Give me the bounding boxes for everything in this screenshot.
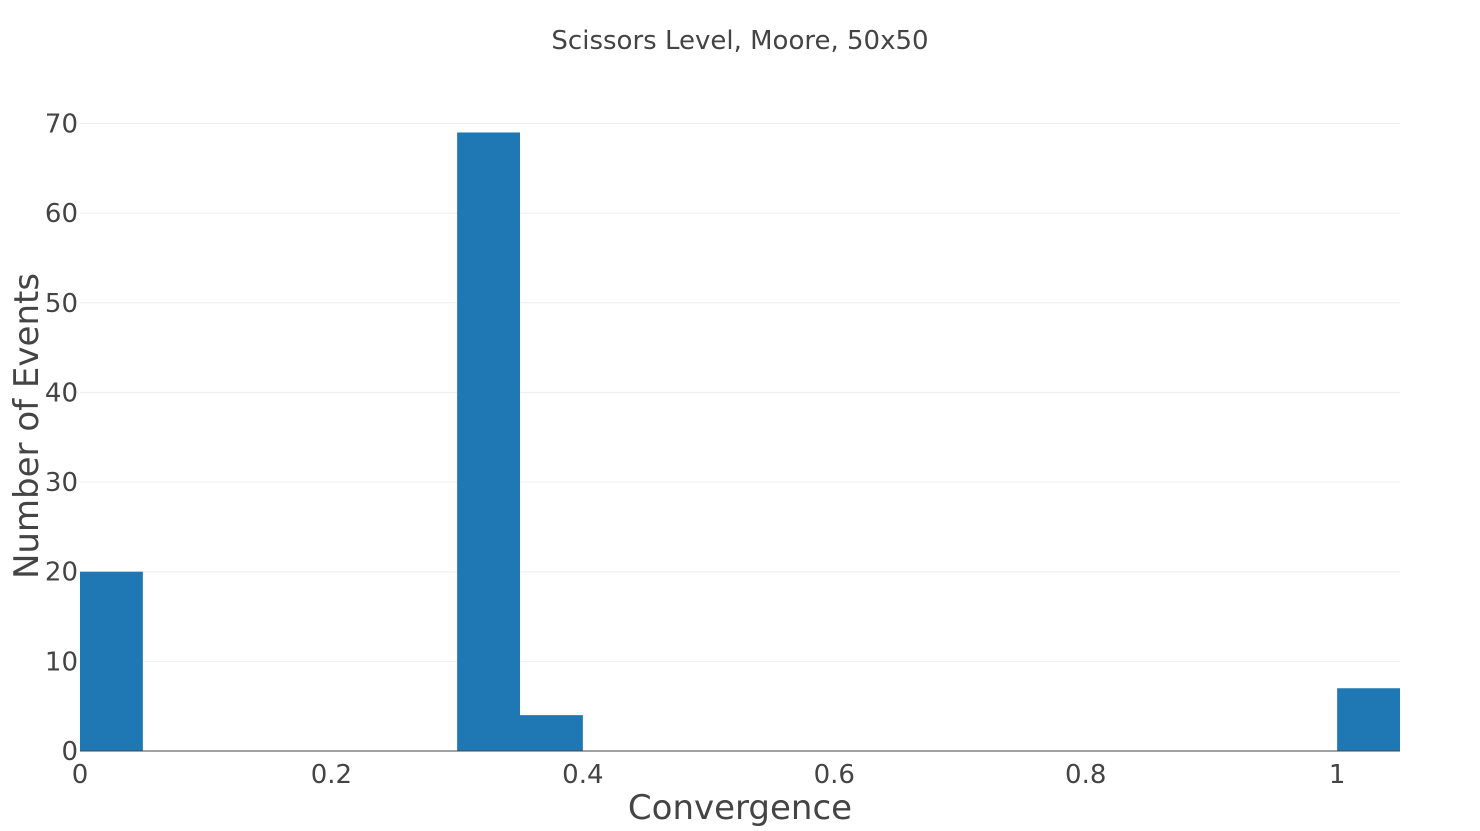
y-tick-label: 30	[45, 468, 78, 498]
x-tick-label: 1	[1329, 760, 1346, 790]
x-tick-label: 0.6	[814, 760, 855, 790]
y-tick-label: 20	[45, 558, 78, 588]
y-tick-label: 50	[45, 289, 78, 319]
histogram-bar	[1337, 688, 1400, 751]
bars	[80, 132, 1400, 751]
y-tick-label: 40	[45, 378, 78, 408]
x-tick-label: 0.8	[1065, 760, 1106, 790]
y-tick-label: 70	[45, 110, 78, 140]
y-tick-labels: 0 10 20 30 40 50 60 70	[45, 110, 78, 768]
x-tick-labels: 0 0.2 0.4 0.6 0.8 1	[72, 760, 1346, 790]
y-tick-label: 10	[45, 647, 78, 677]
x-tick-label: 0.4	[562, 760, 603, 790]
grid-lines	[80, 123, 1400, 662]
x-axis-label: Convergence	[628, 788, 852, 828]
y-axis-label: Number of Events	[7, 273, 47, 579]
histogram-bar	[80, 571, 143, 751]
histogram-bar	[520, 715, 583, 751]
x-tick-label: 0	[72, 760, 89, 790]
chart-title: Scissors Level, Moore, 50x50	[551, 26, 928, 56]
y-tick-label: 0	[61, 737, 78, 767]
y-tick-label: 60	[45, 199, 78, 229]
histogram-bar	[457, 132, 520, 751]
x-tick-label: 0.2	[311, 760, 352, 790]
